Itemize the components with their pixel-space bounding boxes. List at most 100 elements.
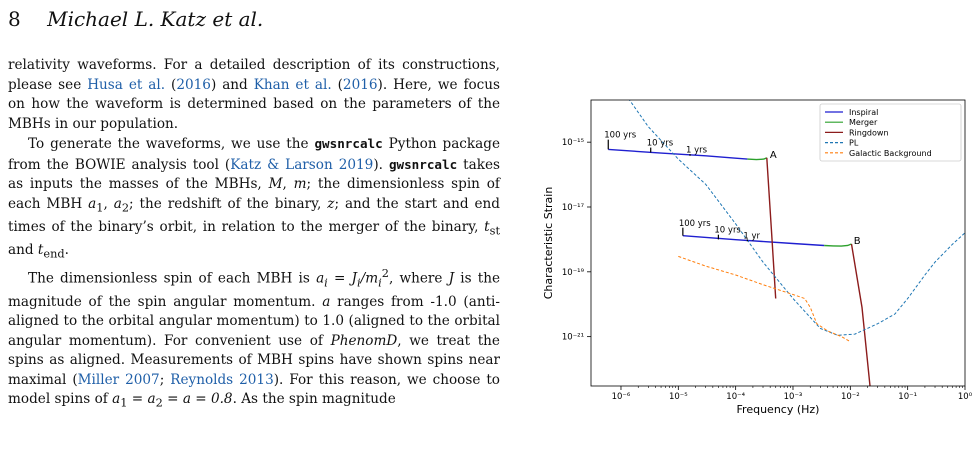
- legend-entry: PL: [849, 139, 859, 148]
- text: .: [64, 241, 69, 258]
- text: , where: [388, 270, 449, 287]
- text: is the magnitude of the spin angular mom…: [8, 270, 501, 310]
- x-tick-label: 10⁻⁶: [612, 392, 631, 402]
- citation-link[interactable]: Husa et al.: [87, 76, 166, 93]
- text: ,: [103, 195, 114, 212]
- y-axis-label: Characteristic Strain: [542, 187, 555, 300]
- text: takes as inputs the masses of the MBHs,: [8, 156, 500, 193]
- math-var: t: [37, 241, 44, 258]
- legend-entry: Galactic Background: [849, 149, 932, 158]
- x-tick-label: 10⁻⁴: [726, 392, 745, 402]
- binary-label: B: [854, 236, 861, 247]
- math-sub: 2: [121, 200, 130, 215]
- series-line-ringdown: [766, 157, 777, 299]
- citation-link[interactable]: Reynolds 2013: [170, 371, 274, 388]
- math-var: a: [113, 195, 122, 212]
- math-expr: /m: [360, 270, 379, 287]
- year-marker-label: 1 yr: [743, 232, 760, 242]
- x-tick-label: 10⁻¹: [898, 392, 917, 402]
- math-sub: i: [378, 275, 382, 290]
- citation-link[interactable]: Khan et al.: [253, 76, 332, 93]
- y-tick-label: 10⁻²¹: [562, 333, 584, 343]
- legend-box: [819, 103, 962, 162]
- series-line-inspiral: [608, 148, 748, 160]
- legend-entry: Merger: [849, 118, 878, 127]
- year-marker-label: 100 yrs: [604, 130, 636, 140]
- math-var: a: [112, 391, 121, 408]
- text: ) and: [210, 76, 254, 93]
- strain-figure: 100 yrs 10 yrs 1 yrs A 100 yrs 10 yrs 1 yr B 10⁻…: [540, 90, 976, 430]
- text: and: [8, 241, 38, 258]
- code-term: gwsnrcalc: [388, 156, 458, 172]
- x-tick-label: 10⁻³: [784, 392, 803, 402]
- text: Python package from the BOWIE analysis t…: [8, 136, 500, 173]
- citation-link[interactable]: Katz & Larson 2019: [230, 156, 374, 173]
- x-axis-label: Frequency (Hz): [737, 403, 820, 416]
- text: ,: [282, 176, 294, 192]
- text: . As the spin magnitude: [232, 391, 396, 408]
- legend-entry: Ringdown: [849, 128, 889, 137]
- text: relativity waveforms. For a detailed des…: [8, 57, 500, 93]
- series-line-inspiral: [682, 235, 825, 247]
- math-var: a: [88, 195, 97, 212]
- text: (: [165, 76, 177, 93]
- y-tick-label: 10⁻¹⁷: [562, 203, 585, 213]
- math-sub: i: [357, 275, 361, 290]
- math-sub: i: [324, 275, 328, 290]
- year-marker-label: 10 yrs: [647, 138, 674, 148]
- text: ; the dimensionless spin of each MBH: [8, 176, 500, 212]
- math-expr: = J: [327, 270, 357, 287]
- math-var: a: [322, 293, 331, 310]
- citation-link[interactable]: Miller 2007: [77, 371, 160, 388]
- x-tick-label: 10⁰: [958, 392, 973, 402]
- paragraph-2: To generate the waveforms, we use the gw…: [8, 134, 500, 264]
- series-line-galactic-background: [678, 255, 851, 343]
- text: ). For this reason, we choose to model s…: [8, 371, 500, 408]
- citation-link[interactable]: 2016: [342, 76, 378, 93]
- y-tick-label: 10⁻¹⁹: [562, 268, 585, 278]
- math-var: m: [293, 176, 307, 192]
- math-var: a: [316, 270, 325, 287]
- text: ). Here, we focus on how the waveform is…: [8, 76, 501, 132]
- math-sub: 2: [155, 396, 163, 411]
- math-var: J: [448, 270, 455, 287]
- text: ).: [373, 156, 389, 173]
- text: ; the redshift of the binary,: [129, 195, 328, 212]
- citation-link[interactable]: 2016: [176, 76, 211, 93]
- year-marker-label: 1 yrs: [686, 146, 708, 156]
- series-line-merger: [824, 243, 852, 247]
- series-line-merger: [747, 157, 768, 161]
- emphasis-text: PhenomD: [330, 332, 398, 349]
- math-expr: = a = 0.8: [162, 391, 233, 408]
- page-number: 8: [8, 7, 21, 31]
- x-tick-label: 10⁻²: [841, 392, 860, 402]
- plot-frame: [590, 99, 966, 387]
- year-marker-label: 10 yrs: [714, 225, 741, 235]
- text: To generate the waveforms, we use the: [28, 136, 315, 152]
- paragraph-1: relativity waveforms. For a detailed des…: [8, 56, 500, 134]
- series-line-ringdown: [850, 243, 871, 386]
- y-tick-label: 10⁻¹⁵: [562, 138, 584, 148]
- math-sup: 2: [381, 266, 389, 281]
- math-expr: = a: [127, 391, 156, 408]
- math-var: z: [327, 195, 335, 212]
- math-sub: 1: [96, 200, 104, 215]
- series-line-pl: [628, 100, 965, 336]
- x-tick-label: 10⁻⁵: [669, 392, 688, 402]
- year-marker-label: 100 yrs: [679, 219, 711, 229]
- binary-label: A: [770, 150, 777, 161]
- text: (: [331, 76, 343, 93]
- math-var: M: [268, 176, 283, 192]
- body-text-column: relativity waveforms. For a detailed des…: [8, 56, 500, 414]
- running-header: 8 Michael L. Katz et al.: [8, 7, 263, 31]
- text: ; and the start and end times of the bin…: [8, 195, 501, 235]
- text: , we treat the spins as aligned. Measure…: [8, 332, 500, 388]
- code-term: gwsnrcalc: [314, 136, 383, 151]
- text: ;: [159, 371, 171, 388]
- text: The dimensionless spin of each MBH is: [28, 270, 317, 287]
- math-sub: st: [489, 223, 500, 238]
- legend-entry: Inspiral: [849, 108, 878, 117]
- math-var: t: [484, 218, 490, 235]
- math-sub: end: [43, 246, 65, 261]
